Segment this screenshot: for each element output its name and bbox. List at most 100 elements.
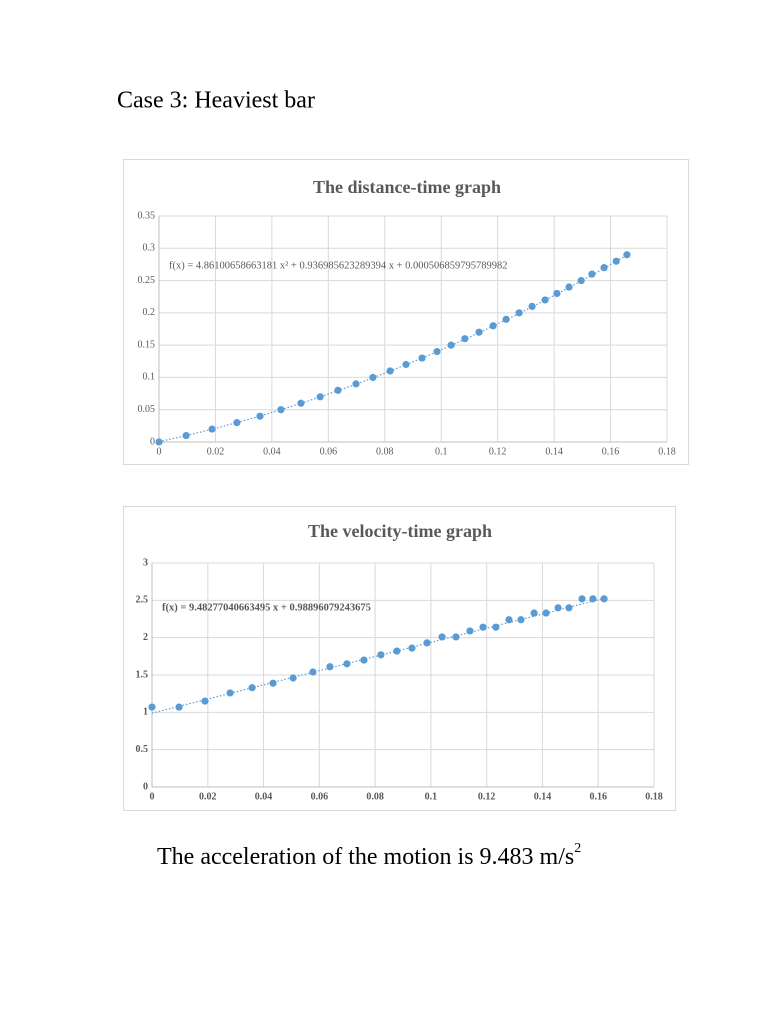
- data-point: [588, 270, 596, 278]
- x-tick-label: 0.16: [589, 791, 607, 802]
- x-tick-label: 0.02: [199, 791, 217, 802]
- y-tick-label: 0.35: [138, 210, 156, 221]
- x-tick-label: 0.04: [263, 446, 281, 457]
- data-point: [226, 689, 234, 697]
- x-tick-label: 0: [157, 446, 162, 457]
- data-point: [360, 656, 368, 664]
- data-point: [492, 623, 500, 631]
- x-tick-label: 0.04: [255, 791, 273, 802]
- data-point: [541, 296, 549, 304]
- data-point: [466, 627, 474, 635]
- chart-frame: [123, 159, 689, 465]
- data-point: [600, 595, 608, 603]
- data-point: [489, 322, 497, 330]
- data-point: [289, 674, 297, 682]
- data-point: [377, 651, 385, 659]
- trendline-equation: f(x) = 4.86100658663181 x² + 0.936985623…: [169, 260, 508, 271]
- data-point: [515, 309, 523, 317]
- data-point: [208, 425, 216, 433]
- data-point: [352, 380, 360, 388]
- data-point: [402, 360, 410, 369]
- data-point: [408, 644, 416, 652]
- data-point: [530, 609, 538, 617]
- trendline: [158, 254, 628, 443]
- x-tick-label: 0.1: [425, 791, 438, 802]
- data-point: [623, 251, 631, 259]
- y-tick-label: 0.2: [143, 307, 156, 318]
- data-point: [182, 431, 190, 440]
- chart-title: The velocity-time graph: [308, 521, 492, 541]
- x-tick-label: 0.02: [207, 446, 225, 457]
- data-point: [502, 315, 510, 323]
- x-tick-label: 0.12: [478, 791, 496, 802]
- x-tick-label: 0.06: [320, 446, 338, 457]
- y-tick-label: 1.5: [136, 669, 149, 680]
- chart-frame: [123, 506, 676, 811]
- chart-title: The distance-time graph: [313, 177, 501, 197]
- y-tick-label: 0.5: [136, 744, 149, 755]
- data-point: [148, 703, 156, 711]
- x-tick-label: 0.12: [489, 446, 507, 457]
- x-tick-label: 0.18: [645, 791, 663, 802]
- superscript: 2: [574, 841, 581, 856]
- y-tick-label: 0.1: [143, 372, 156, 383]
- data-point: [475, 328, 483, 336]
- data-point: [461, 335, 469, 343]
- trendline-equation: f(x) = 9.48277040663495 x + 0.9889607924…: [162, 602, 371, 613]
- data-point: [577, 276, 585, 285]
- data-point: [309, 668, 317, 676]
- data-point: [612, 257, 620, 265]
- data-point: [447, 341, 455, 349]
- data-point: [175, 703, 183, 711]
- x-tick-label: 0.1: [435, 446, 448, 457]
- y-tick-label: 0: [143, 781, 148, 792]
- data-point: [269, 679, 277, 687]
- data-point: [528, 302, 536, 310]
- x-tick-label: 0.08: [376, 446, 394, 457]
- y-tick-label: 2.5: [136, 595, 149, 606]
- y-tick-label: 2: [143, 632, 148, 643]
- y-tick-label: 0.3: [143, 243, 156, 254]
- data-point: [418, 354, 426, 362]
- data-point: [277, 406, 285, 414]
- x-tick-label: 0.18: [658, 446, 676, 457]
- conclusion-text: The acceleration of the motion is 9.483 …: [157, 844, 574, 870]
- data-point: [155, 438, 163, 446]
- x-tick-label: 0.14: [545, 446, 563, 457]
- data-point: [326, 663, 334, 671]
- y-tick-label: 0.05: [138, 404, 156, 415]
- data-point: [393, 647, 401, 655]
- data-point: [554, 604, 562, 612]
- data-point: [452, 633, 460, 641]
- y-tick-label: 3: [143, 557, 148, 568]
- data-point: [343, 660, 351, 668]
- data-point: [423, 639, 431, 647]
- data-point: [505, 616, 513, 624]
- x-tick-label: 0: [150, 791, 155, 802]
- x-tick-label: 0.16: [602, 446, 620, 457]
- data-point: [316, 393, 324, 401]
- data-point: [589, 595, 597, 603]
- y-tick-label: 0.15: [138, 339, 156, 350]
- data-point: [233, 419, 241, 427]
- data-point: [479, 623, 487, 631]
- data-point: [553, 289, 561, 298]
- data-point: [386, 367, 394, 375]
- data-point: [433, 348, 441, 356]
- data-point: [542, 609, 550, 617]
- y-tick-label: 1: [143, 707, 148, 718]
- y-tick-label: 0: [150, 436, 155, 447]
- data-point: [256, 412, 264, 420]
- heading: Case 3: Heaviest bar: [117, 88, 315, 114]
- data-point: [565, 604, 573, 612]
- data-point: [201, 697, 209, 705]
- x-tick-label: 0.14: [534, 791, 552, 802]
- data-point: [578, 595, 586, 603]
- data-point: [248, 684, 256, 692]
- data-point: [600, 264, 608, 272]
- x-tick-label: 0.06: [311, 791, 329, 802]
- data-point: [297, 399, 305, 407]
- data-point: [334, 386, 342, 394]
- data-point: [438, 633, 446, 641]
